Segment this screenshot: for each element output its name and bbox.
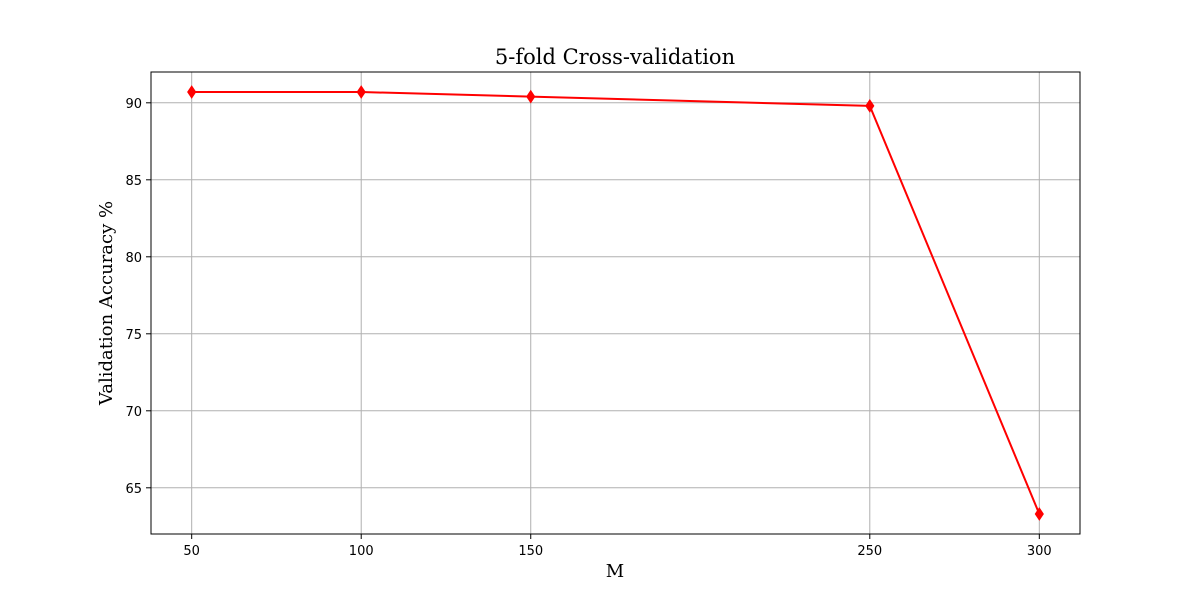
- series-line: [191, 91, 1041, 515]
- data-point: [865, 98, 875, 113]
- data-point: [526, 89, 536, 104]
- grid-lines: [151, 72, 1080, 534]
- data-point: [187, 85, 197, 99]
- y-tick-label: 70: [125, 405, 142, 420]
- plot-frame: [150, 71, 1081, 535]
- x-axis-label: M: [606, 561, 624, 582]
- tick-layer: 50 100 150 250 300 65 70 75 80 85 90: [125, 97, 1051, 559]
- x-tick-label: 250: [857, 544, 882, 559]
- series-layer: [187, 85, 1044, 521]
- x-tick-label: 100: [349, 544, 374, 559]
- y-axis-label: Validation Accuracy %: [96, 201, 117, 406]
- chart-title: 5-fold Cross-validation: [495, 45, 735, 69]
- data-point: [356, 85, 366, 99]
- y-tick-label: 85: [125, 174, 142, 189]
- data-point: [1034, 507, 1044, 521]
- y-tick-label: 80: [125, 251, 142, 266]
- x-tick-label: 150: [518, 544, 543, 559]
- y-tick-label: 90: [125, 97, 142, 112]
- y-tick-label: 75: [125, 328, 142, 343]
- x-tick-label: 50: [183, 544, 200, 559]
- x-tick-label: 300: [1027, 544, 1052, 559]
- y-tick-label: 65: [125, 482, 142, 497]
